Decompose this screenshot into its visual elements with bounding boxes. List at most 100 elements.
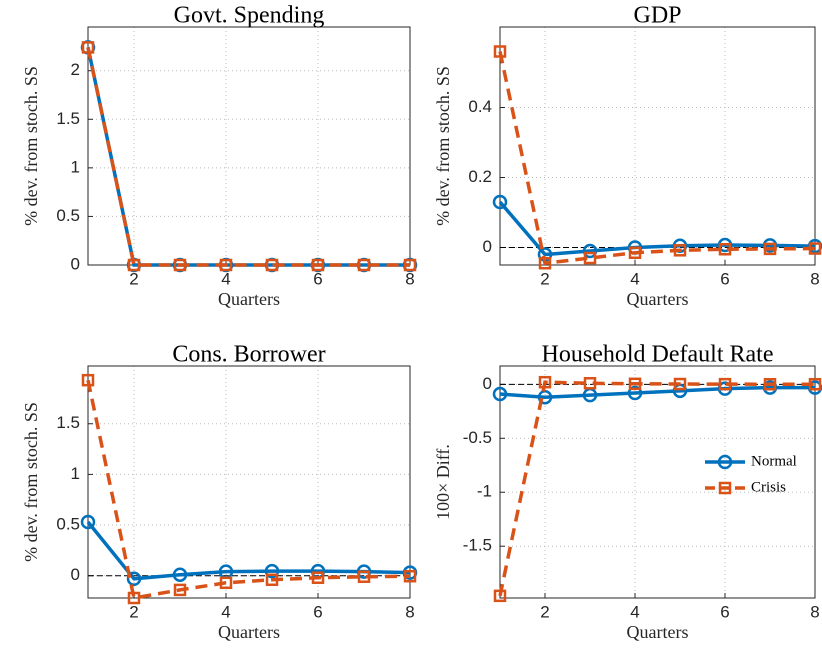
marker bbox=[311, 571, 325, 584]
chart-title: Govt. Spending bbox=[174, 3, 325, 29]
x-axis-label: Quarters bbox=[218, 289, 280, 309]
y-tick-label: 1 bbox=[71, 157, 80, 176]
marker bbox=[357, 258, 371, 272]
series-line bbox=[498, 200, 816, 257]
y-tick-label: 1.5 bbox=[56, 413, 80, 432]
marker bbox=[80, 514, 96, 530]
y-tick-label: 0 bbox=[483, 374, 492, 393]
y-tick-label: 1 bbox=[71, 464, 80, 483]
marker bbox=[583, 377, 597, 390]
marker bbox=[583, 251, 597, 265]
y-tick-label: 0 bbox=[483, 237, 492, 256]
chart-title: GDP bbox=[633, 3, 681, 29]
y-axis-label: % dev. from stoch. SS bbox=[433, 66, 453, 226]
marker bbox=[219, 576, 233, 590]
y-tick-label: 0.5 bbox=[56, 206, 80, 225]
marker bbox=[265, 258, 279, 272]
marker bbox=[673, 377, 687, 391]
x-tick-label: 6 bbox=[313, 602, 322, 621]
marker bbox=[127, 258, 141, 272]
marker bbox=[172, 567, 188, 582]
marker bbox=[492, 194, 508, 210]
x-tick-label: 8 bbox=[810, 269, 819, 288]
marker bbox=[627, 385, 643, 401]
marker bbox=[403, 569, 417, 583]
marker bbox=[673, 244, 687, 257]
marker bbox=[763, 242, 777, 256]
chart-title: Cons. Borrower bbox=[172, 342, 325, 368]
marker bbox=[718, 243, 732, 256]
y-axis-label: % dev. from stoch. SS bbox=[21, 402, 41, 562]
marker bbox=[265, 573, 279, 587]
marker bbox=[81, 373, 95, 387]
x-axis-label: Quarters bbox=[627, 289, 689, 309]
series-line bbox=[498, 380, 815, 597]
x-tick-label: 6 bbox=[313, 269, 322, 288]
y-axis-label: % dev. from stoch. SS bbox=[21, 66, 41, 226]
marker bbox=[493, 589, 507, 603]
x-tick-label: 2 bbox=[129, 269, 138, 288]
y-tick-label: 0.2 bbox=[468, 167, 492, 186]
marker bbox=[81, 41, 95, 54]
y-tick-label: -1 bbox=[477, 482, 492, 501]
marker bbox=[582, 243, 598, 259]
marker bbox=[403, 258, 417, 272]
marker bbox=[808, 242, 822, 255]
legend-marker bbox=[718, 481, 732, 495]
x-tick-label: 8 bbox=[810, 602, 819, 621]
axes-box bbox=[87, 365, 411, 599]
marker bbox=[173, 583, 187, 597]
y-tick-label: 0 bbox=[71, 565, 80, 584]
marker bbox=[127, 591, 141, 605]
marker bbox=[219, 258, 233, 272]
series-line bbox=[86, 47, 410, 267]
series-line bbox=[498, 51, 816, 266]
x-axis-label: Quarters bbox=[627, 622, 689, 642]
marker bbox=[311, 258, 325, 272]
legend-label: Crisis bbox=[751, 479, 786, 495]
x-tick-label: 6 bbox=[720, 269, 729, 288]
axes-box bbox=[87, 26, 411, 266]
marker bbox=[538, 257, 552, 270]
x-axis-label: Quarters bbox=[218, 622, 280, 642]
y-tick-label: 2 bbox=[71, 60, 80, 79]
marker bbox=[493, 45, 507, 58]
series-line bbox=[499, 385, 815, 400]
marker bbox=[718, 377, 732, 391]
y-tick-label: 0 bbox=[71, 254, 80, 273]
x-tick-label: 6 bbox=[720, 602, 729, 621]
y-tick-label: 1.5 bbox=[56, 109, 80, 128]
x-tick-label: 4 bbox=[221, 602, 230, 621]
marker bbox=[628, 377, 642, 391]
y-tick-label: 0.4 bbox=[468, 97, 492, 116]
x-tick-label: 2 bbox=[540, 602, 549, 621]
chart-title: Household Default Rate bbox=[542, 342, 774, 368]
marker bbox=[173, 258, 187, 272]
marker bbox=[126, 571, 142, 587]
marker bbox=[537, 390, 553, 405]
marker bbox=[628, 246, 642, 259]
x-tick-label: 2 bbox=[129, 602, 138, 621]
marker bbox=[357, 570, 371, 583]
y-axis-label: 100× Diff. bbox=[433, 444, 453, 520]
marker bbox=[763, 377, 777, 391]
x-tick-label: 2 bbox=[540, 269, 549, 288]
marker bbox=[538, 375, 552, 389]
y-tick-label: -0.5 bbox=[463, 428, 492, 447]
x-tick-label: 8 bbox=[405, 602, 414, 621]
series-line bbox=[86, 520, 411, 581]
y-tick-label: 0.5 bbox=[56, 515, 80, 534]
x-tick-label: 8 bbox=[405, 269, 414, 288]
y-tick-label: -1.5 bbox=[463, 536, 492, 555]
axes-box bbox=[499, 26, 816, 266]
axes-box bbox=[499, 365, 816, 599]
series-line bbox=[86, 47, 410, 267]
legend-label: Normal bbox=[751, 453, 797, 469]
x-tick-label: 4 bbox=[221, 269, 230, 288]
x-tick-label: 4 bbox=[630, 602, 639, 621]
marker bbox=[808, 377, 822, 391]
marker bbox=[492, 386, 508, 402]
marker bbox=[264, 563, 280, 579]
x-tick-label: 4 bbox=[630, 269, 639, 288]
